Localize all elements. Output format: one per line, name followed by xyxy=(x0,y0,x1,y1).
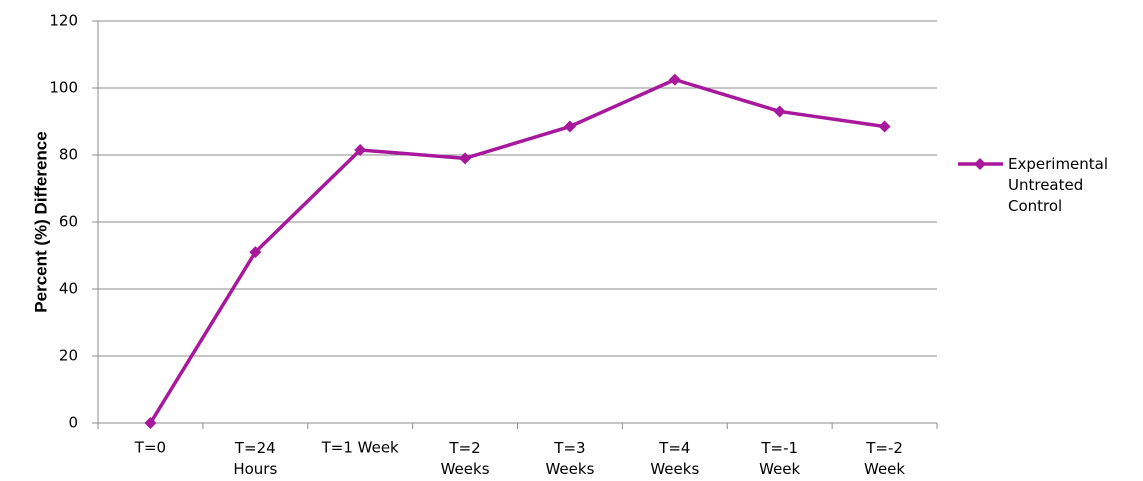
x-tick-label: T=3 Weeks xyxy=(545,439,594,478)
x-tick-label: T=1 Week xyxy=(321,439,399,457)
y-tick-label: 80 xyxy=(59,146,78,164)
y-tick-label: 20 xyxy=(59,347,78,365)
series-line xyxy=(148,77,885,424)
marker xyxy=(668,73,681,86)
marker xyxy=(354,143,367,156)
x-tick-label: T=4 Weeks xyxy=(650,439,699,478)
x-tick-label: T=-1 Week xyxy=(759,439,800,478)
marker xyxy=(459,152,472,165)
marker xyxy=(144,417,157,429)
x-tick-label: T=24 Hours xyxy=(233,439,277,478)
legend-label: Experimental Untreated Control xyxy=(1008,155,1108,215)
marker xyxy=(563,120,576,133)
y-tick-label: 120 xyxy=(49,12,78,30)
y-tick-label: 60 xyxy=(59,213,78,231)
legend-marker xyxy=(974,158,986,170)
x-tick-label: T=2 Weeks xyxy=(441,439,490,478)
y-tick-label: 40 xyxy=(59,280,78,298)
x-tick-label: T=-2 Week xyxy=(864,439,905,478)
marker xyxy=(878,120,891,133)
y-axis-label: Percent (%) Difference xyxy=(31,131,50,312)
y-tick-label: 0 xyxy=(68,414,78,432)
y-tick-label: 100 xyxy=(49,79,78,97)
marker xyxy=(249,246,262,259)
x-tick-label: T=0 xyxy=(134,439,166,457)
marker xyxy=(773,105,786,118)
